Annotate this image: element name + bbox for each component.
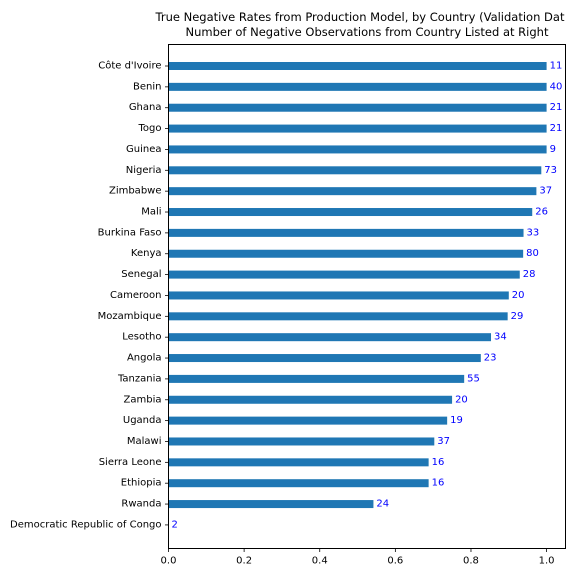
bar-cote-d-ivoire: [169, 62, 547, 70]
count-label-ethiopia: 16: [432, 478, 445, 489]
bar-uganda: [169, 417, 448, 425]
category-label-angola: Angola: [127, 353, 162, 364]
category-label-benin: Benin: [133, 81, 161, 92]
count-label-zambia: 20: [455, 394, 468, 405]
count-label-angola: 23: [484, 353, 497, 364]
bar-ethiopia: [169, 479, 429, 487]
bar-ghana: [169, 104, 547, 112]
category-labels-group: Côte d'Ivoire Benin Ghana Togo Guinea Nigeria…: [10, 60, 168, 531]
bar-rwanda: [169, 500, 374, 508]
count-label-mali: 26: [535, 207, 548, 218]
count-label-nigeria: 73: [544, 165, 557, 176]
category-label-senegal: Senegal: [121, 269, 161, 280]
bar-mozambique: [169, 312, 508, 320]
category-label-kenya: Kenya: [131, 248, 162, 259]
category-label-guinea: Guinea: [126, 144, 161, 155]
count-label-zimbabwe: 37: [539, 186, 552, 197]
chart-title-line-2: Number of Negative Observations from Cou…: [186, 25, 549, 39]
x-tick-label-5: 1.0: [539, 556, 555, 567]
category-label-tanzania: Tanzania: [117, 373, 162, 384]
bar-nigeria: [169, 166, 542, 174]
count-label-togo: 21: [550, 123, 563, 134]
count-label-sierra-leone: 16: [432, 457, 445, 468]
bar-senegal: [169, 271, 520, 279]
count-label-malawi: 37: [437, 436, 450, 447]
count-label-rwanda: 24: [376, 499, 389, 510]
count-label-uganda: 19: [450, 415, 463, 426]
count-label-ghana: 21: [550, 102, 563, 113]
bar-angola: [169, 354, 481, 362]
category-label-cameroon: Cameroon: [110, 290, 161, 301]
bar-tanzania: [169, 375, 465, 383]
category-label-mali: Mali: [141, 207, 161, 218]
category-label-uganda: Uganda: [123, 415, 162, 426]
category-label-ethiopia: Ethiopia: [121, 478, 162, 489]
count-label-kenya: 80: [526, 248, 539, 259]
chart-title-line-1: True Negative Rates from Production Mode…: [155, 10, 565, 24]
bar-burkina-faso: [169, 229, 524, 237]
category-label-rwanda: Rwanda: [121, 499, 161, 510]
bar-zimbabwe: [169, 187, 537, 195]
x-axis: 0.0 0.2 0.4 0.6 0.8 1.0: [161, 549, 555, 567]
bar-cameroon: [169, 291, 509, 299]
count-label-benin: 40: [550, 81, 563, 92]
x-tick-label-2: 0.4: [312, 556, 328, 567]
count-label-cameroon: 20: [512, 290, 525, 301]
bar-zambia: [169, 396, 453, 404]
category-label-lesotho: Lesotho: [122, 332, 161, 343]
bar-lesotho: [169, 333, 492, 341]
count-label-guinea: 9: [550, 144, 556, 155]
x-tick-label-3: 0.6: [387, 556, 403, 567]
x-tick-label-4: 0.8: [463, 556, 479, 567]
bars-group: [169, 62, 547, 508]
category-label-ghana: Ghana: [129, 102, 162, 113]
count-label-democratic-republic-of-congo: 2: [172, 519, 178, 530]
bar-sierra-leone: [169, 458, 429, 466]
bar-togo: [169, 125, 547, 133]
count-label-senegal: 28: [523, 269, 536, 280]
category-label-sierra-leone: Sierra Leone: [99, 457, 162, 468]
bar-malawi: [169, 437, 435, 445]
bar-mali: [169, 208, 533, 216]
category-label-nigeria: Nigeria: [126, 165, 162, 176]
category-label-cote-d-ivoire: Côte d'Ivoire: [98, 60, 161, 72]
bar-benin: [169, 83, 547, 91]
count-label-lesotho: 34: [494, 332, 507, 343]
count-label-cote-d-ivoire: 11: [550, 61, 563, 72]
x-tick-label-0: 0.0: [161, 556, 177, 567]
category-label-zimbabwe: Zimbabwe: [109, 186, 162, 197]
bar-kenya: [169, 250, 524, 258]
count-label-burkina-faso: 33: [527, 227, 540, 238]
category-label-democratic-republic-of-congo: Democratic Republic of Congo: [10, 519, 161, 530]
bar-guinea: [169, 145, 547, 153]
category-label-malawi: Malawi: [127, 436, 162, 447]
count-label-mozambique: 29: [511, 311, 524, 322]
x-tick-label-1: 0.2: [236, 556, 252, 567]
category-label-burkina-faso: Burkina Faso: [98, 227, 162, 238]
category-label-togo: Togo: [138, 123, 162, 134]
count-label-tanzania: 55: [467, 373, 480, 384]
category-label-mozambique: Mozambique: [98, 311, 162, 322]
category-label-zambia: Zambia: [124, 394, 162, 405]
